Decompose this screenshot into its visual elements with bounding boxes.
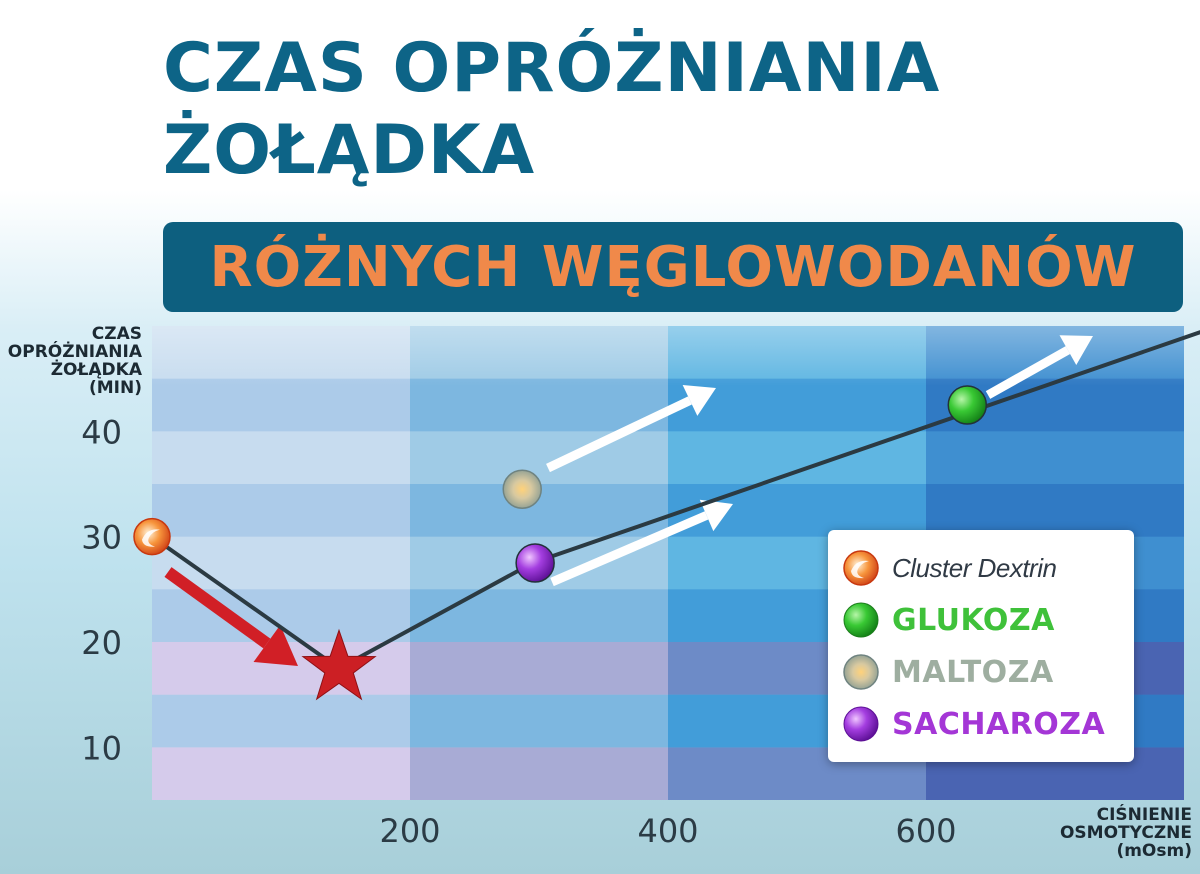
- x-axis-label: CIŚNIENIE OSMOTYCZNE (mOsm): [1059, 805, 1192, 861]
- cluster-dextrin-icon: [842, 549, 880, 587]
- glukoza-marker: [947, 385, 988, 425]
- white-arrow-head: [1059, 335, 1093, 366]
- series-line: [150, 330, 1200, 671]
- star-marker: [301, 628, 377, 701]
- maltoza-marker: [502, 469, 542, 510]
- cluster-dextrin-marker: [133, 517, 171, 556]
- subtitle-banner: RÓŻNYCH WĘGLOWODANÓW: [163, 222, 1183, 312]
- legend-item-glukoza: GLUKOZA: [842, 594, 1120, 646]
- plot-highlight: [152, 326, 1184, 386]
- sacharoza-marker: [515, 543, 555, 583]
- x-tick-label: 600: [895, 812, 956, 850]
- plot-band: [152, 378, 410, 432]
- red-arrow-shaft: [164, 567, 271, 649]
- green-circle-icon: [842, 601, 880, 639]
- plot-background: [152, 326, 1184, 800]
- legend-label: GLUKOZA: [892, 602, 1055, 638]
- plot-band: [410, 694, 668, 748]
- plot-band: [152, 747, 410, 800]
- white-arrow-head: [699, 499, 733, 532]
- page-title: CZAS OPRÓŻNIANIA ŻOŁĄDKA: [163, 29, 941, 190]
- y-tick-label: 40: [81, 413, 122, 451]
- y-tick-label: 20: [81, 624, 122, 662]
- series-line-group: [150, 330, 1200, 671]
- legend-label: Cluster Dextrin: [892, 552, 1057, 583]
- arrows: [164, 335, 1093, 666]
- plot-band: [152, 484, 410, 537]
- grey-circle-icon: [842, 653, 880, 691]
- subtitle: RÓŻNYCH WĘGLOWODANÓW: [209, 234, 1137, 300]
- white-arrow-shaft: [550, 511, 709, 587]
- y-tick-label: 30: [81, 519, 122, 557]
- data-points: [133, 385, 988, 701]
- legend-item-maltoza: MALTOZA: [842, 646, 1120, 698]
- plot-band: [410, 589, 668, 642]
- legend: Cluster Dextrin GLUKOZA MALTOZA SACHAROZ…: [828, 530, 1134, 762]
- legend-item-cluster-dextrin: Cluster Dextrin: [842, 542, 1120, 594]
- plot-band: [152, 694, 410, 748]
- plot-band: [410, 378, 668, 432]
- x-tick-label: 200: [379, 812, 440, 850]
- red-arrow-head: [253, 625, 298, 666]
- y-tick-label: 10: [81, 729, 122, 767]
- purple-circle-icon: [842, 705, 880, 743]
- plot-band: [410, 642, 668, 695]
- tick-labels: 10 20 30 40 200 400 600: [81, 413, 956, 850]
- plot-band: [668, 378, 926, 432]
- cluster-dextrin-swirl: [142, 529, 160, 547]
- legend-label: SACHAROZA: [892, 706, 1106, 742]
- plot-band: [410, 747, 668, 800]
- legend-item-sacharoza: SACHAROZA: [842, 698, 1120, 750]
- white-arrow-shaft: [546, 396, 692, 473]
- plot-band: [926, 484, 1184, 537]
- legend-label: MALTOZA: [892, 654, 1054, 690]
- white-arrow-shaft: [985, 346, 1071, 399]
- white-arrow-head: [682, 384, 716, 416]
- x-tick-label: 400: [637, 812, 698, 850]
- y-axis-label: CZAS OPRÓŻNIANIA ŻOŁĄDKA (MIN): [7, 324, 142, 398]
